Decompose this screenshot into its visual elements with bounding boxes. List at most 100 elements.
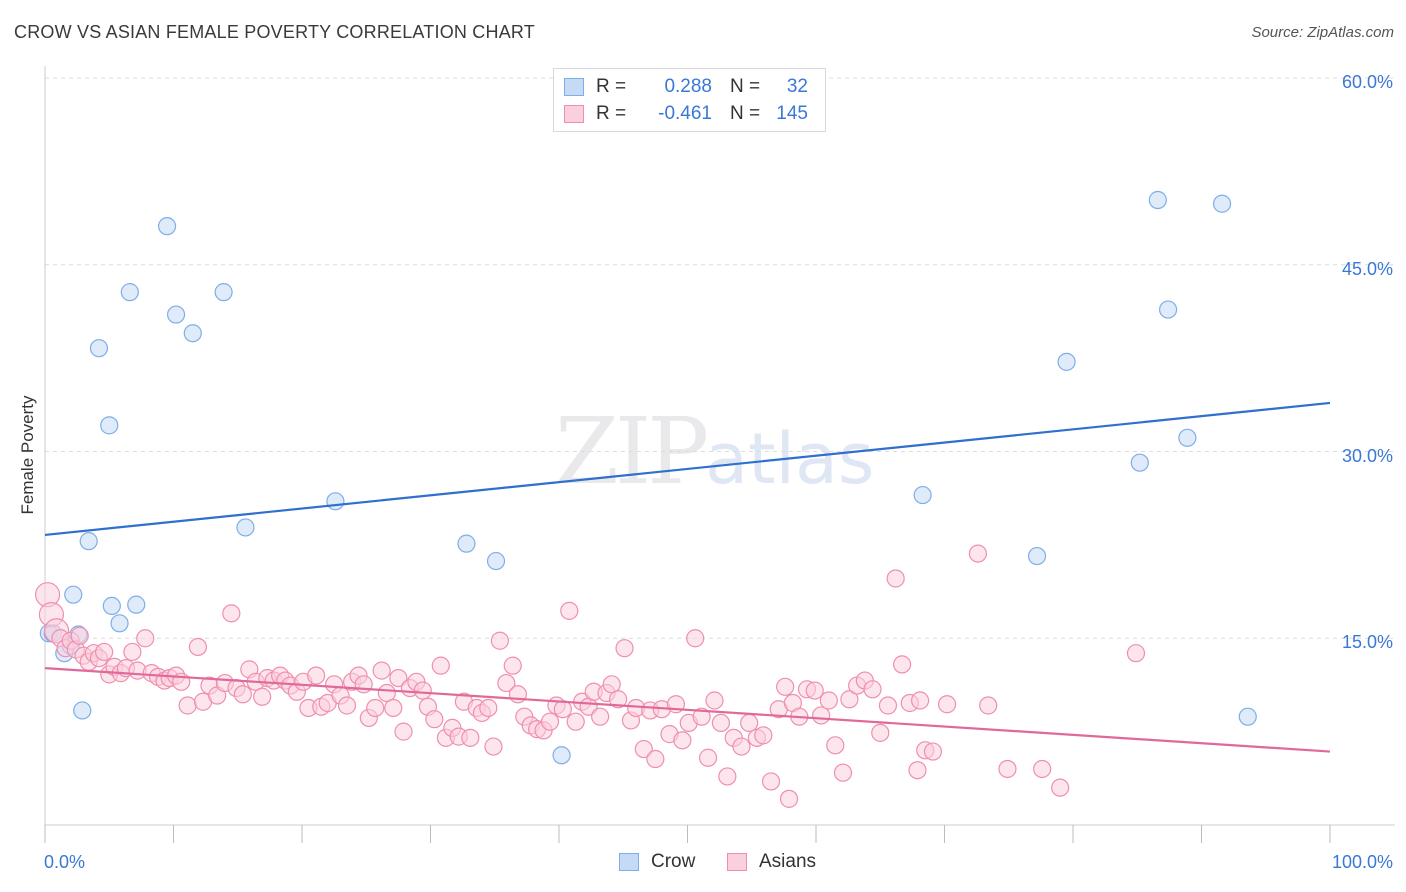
point-asians: [692, 707, 711, 726]
point-asians: [833, 763, 853, 782]
asians-swatch: [564, 105, 584, 123]
point-asians: [1126, 644, 1146, 663]
point-asians: [366, 698, 385, 718]
point-crow: [127, 595, 146, 614]
n-value: 32: [786, 76, 808, 97]
legend: Crow Asians: [0, 851, 1406, 877]
point-asians: [805, 681, 824, 700]
y-tick-label: 60.0%: [1341, 72, 1393, 92]
r-label: R =: [596, 103, 627, 124]
legend-item-crow[interactable]: Crow: [619, 851, 695, 873]
point-asians: [253, 687, 272, 706]
point-asians: [968, 544, 988, 563]
point-crow: [1212, 194, 1232, 213]
point-asians: [908, 761, 927, 780]
point-asians: [646, 749, 665, 769]
point-crow: [110, 614, 129, 633]
point-asians: [819, 691, 838, 710]
legend-swatch-crow: [619, 853, 639, 871]
stats-row-asians: R = -0.461 N = 145: [564, 102, 808, 126]
point-crow: [1238, 707, 1257, 726]
point-asians: [698, 748, 718, 767]
point-asians: [886, 569, 905, 588]
point-asians: [95, 642, 114, 662]
n-label: N =: [730, 103, 761, 124]
point-crow: [102, 596, 121, 615]
point-asians: [372, 661, 391, 680]
crow-swatch: [564, 78, 584, 96]
point-asians: [998, 759, 1017, 779]
point-crow: [79, 532, 98, 551]
y-axis-label: Female Poverty: [18, 395, 37, 515]
point-asians: [461, 728, 480, 747]
point-crow: [89, 339, 109, 358]
point-asians: [937, 695, 957, 714]
point-asians: [1051, 778, 1070, 797]
point-asians: [673, 731, 692, 750]
point-crow: [183, 324, 202, 343]
point-asians: [337, 696, 357, 715]
legend-swatch-asians: [727, 853, 747, 871]
point-asians: [812, 706, 831, 725]
point-crow: [236, 518, 255, 537]
point-asians: [609, 690, 628, 709]
legend-label-crow: Crow: [651, 851, 696, 872]
point-asians: [871, 723, 890, 742]
trend-line-asians: [44, 667, 1331, 753]
point-crow: [120, 283, 139, 302]
point-asians: [497, 673, 516, 693]
point-asians: [560, 601, 579, 620]
point-crow: [326, 492, 345, 511]
point-asians: [711, 713, 731, 733]
point-asians: [718, 767, 737, 786]
point-crow: [64, 585, 83, 604]
legend-item-asians[interactable]: Asians: [727, 851, 816, 873]
point-asians: [413, 681, 432, 700]
point-asians: [615, 639, 634, 658]
source-label: Source: ZipAtlas.com: [1251, 24, 1394, 41]
axes: [44, 66, 1395, 843]
point-asians: [740, 713, 759, 733]
n-value: 145: [776, 103, 808, 124]
r-value: -0.461: [658, 103, 712, 124]
point-asians: [634, 739, 653, 759]
point-crow: [1130, 453, 1149, 472]
point-asians: [878, 696, 898, 715]
point-asians: [425, 710, 444, 729]
point-crow: [100, 416, 119, 435]
grid-lines: [45, 77, 1395, 639]
y-tick-label: 30.0%: [1341, 445, 1393, 466]
point-asians: [732, 737, 751, 756]
point-asians: [136, 629, 155, 648]
point-asians: [923, 742, 943, 761]
point-crow: [166, 305, 186, 324]
n-label: N =: [730, 76, 761, 97]
trend-lines: [44, 401, 1331, 753]
point-asians: [123, 642, 142, 662]
point-crow: [552, 746, 571, 765]
point-asians: [540, 712, 560, 731]
point-asians: [233, 685, 252, 704]
point-asians: [776, 677, 795, 696]
point-asians: [484, 737, 503, 756]
y-tick-label: 15.0%: [1341, 632, 1393, 653]
point-asians: [384, 698, 403, 718]
x-tick-max: 100.0%: [1331, 852, 1393, 872]
point-asians: [910, 691, 930, 710]
point-asians: [826, 736, 845, 755]
point-asians: [754, 726, 773, 745]
point-asians: [178, 696, 197, 715]
point-asians: [863, 680, 882, 699]
point-asians: [705, 691, 724, 710]
point-asians: [503, 656, 522, 675]
point-asians: [1033, 759, 1052, 779]
stats-row-crow: R = 0.288 N = 32: [564, 75, 808, 99]
point-crow: [214, 283, 233, 302]
point-asians: [431, 656, 450, 675]
point-crow: [457, 534, 476, 553]
point-asians: [761, 772, 781, 791]
point-asians: [394, 722, 413, 741]
r-label: R =: [596, 76, 627, 97]
y-tick-label: 45.0%: [1341, 258, 1393, 279]
